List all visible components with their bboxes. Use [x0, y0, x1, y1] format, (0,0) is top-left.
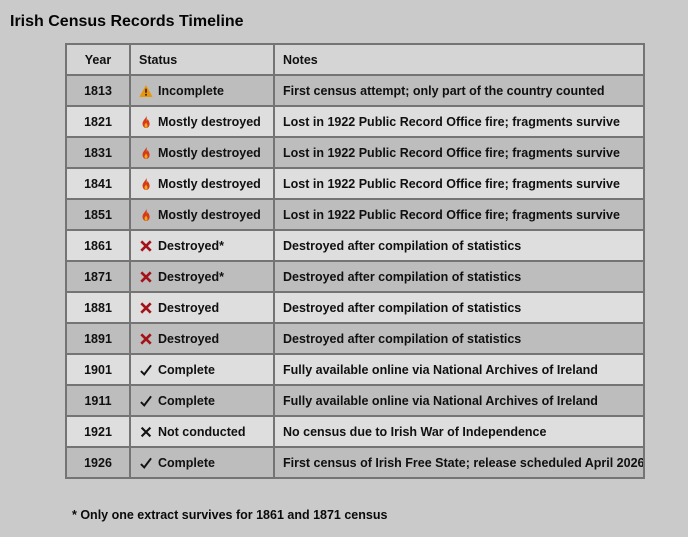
year-cell: 1901: [65, 353, 131, 386]
year-cell: 1821: [65, 105, 131, 138]
year-cell: 1861: [65, 229, 131, 262]
notes-cell: Fully available online via National Arch…: [273, 353, 645, 386]
year-cell: 1831: [65, 136, 131, 169]
fire-icon: [139, 115, 153, 129]
table-row: 1861 Destroyed* Destroyed after compilat…: [65, 229, 645, 262]
status-cell: Incomplete: [129, 74, 275, 107]
status-cell: Mostly destroyed: [129, 105, 275, 138]
census-table: Year Status Notes 1813 Incomplete First …: [65, 43, 645, 479]
table-row: 1871 Destroyed* Destroyed after compilat…: [65, 260, 645, 293]
year-cell: 1921: [65, 415, 131, 448]
notes-cell: Destroyed after compilation of statistic…: [273, 229, 645, 262]
status-label: Mostly destroyed: [158, 114, 261, 129]
status-cell: Mostly destroyed: [129, 198, 275, 231]
table-row: 1813 Incomplete First census attempt; on…: [65, 74, 645, 107]
notes-cell: Lost in 1922 Public Record Office fire; …: [273, 105, 645, 138]
status-label: Destroyed*: [158, 269, 224, 284]
x-red-icon: [139, 301, 153, 315]
table-row: 1841 Mostly destroyed Lost in 1922 Publi…: [65, 167, 645, 200]
table-row: 1911 Complete Fully available online via…: [65, 384, 645, 417]
column-header-status: Status: [129, 43, 275, 76]
fire-icon: [139, 208, 153, 222]
notes-cell: First census of Irish Free State; releas…: [273, 446, 645, 479]
status-label: Mostly destroyed: [158, 176, 261, 191]
table-row: 1901 Complete Fully available online via…: [65, 353, 645, 386]
column-header-year: Year: [65, 43, 131, 76]
year-cell: 1911: [65, 384, 131, 417]
header-row: Year Status Notes: [65, 43, 645, 76]
notes-cell: Lost in 1922 Public Record Office fire; …: [273, 167, 645, 200]
status-cell: Mostly destroyed: [129, 136, 275, 169]
check-icon: [139, 394, 153, 408]
notes-cell: Destroyed after compilation of statistic…: [273, 291, 645, 324]
status-cell: Destroyed: [129, 291, 275, 324]
table-row: 1921 Not conducted No census due to Iris…: [65, 415, 645, 448]
status-label: Not conducted: [158, 424, 246, 439]
status-label: Complete: [158, 393, 215, 408]
x-red-icon: [139, 270, 153, 284]
year-cell: 1841: [65, 167, 131, 200]
year-cell: 1813: [65, 74, 131, 107]
status-label: Mostly destroyed: [158, 207, 261, 222]
x-red-icon: [139, 239, 153, 253]
notes-cell: Lost in 1922 Public Record Office fire; …: [273, 198, 645, 231]
notes-cell: No census due to Irish War of Independen…: [273, 415, 645, 448]
warning-icon: [139, 84, 153, 98]
status-cell: Not conducted: [129, 415, 275, 448]
table-row: 1881 Destroyed Destroyed after compilati…: [65, 291, 645, 324]
year-cell: 1881: [65, 291, 131, 324]
status-cell: Destroyed*: [129, 229, 275, 262]
status-cell: Complete: [129, 384, 275, 417]
status-cell: Destroyed*: [129, 260, 275, 293]
status-cell: Complete: [129, 353, 275, 386]
status-cell: Complete: [129, 446, 275, 479]
table-row: 1821 Mostly destroyed Lost in 1922 Publi…: [65, 105, 645, 138]
status-label: Destroyed: [158, 331, 220, 346]
column-header-notes: Notes: [273, 43, 645, 76]
notes-cell: Fully available online via National Arch…: [273, 384, 645, 417]
status-label: Mostly destroyed: [158, 145, 261, 160]
fire-icon: [139, 146, 153, 160]
notes-cell: Destroyed after compilation of statistic…: [273, 260, 645, 293]
census-table-wrap: Year Status Notes 1813 Incomplete First …: [65, 43, 645, 479]
status-cell: Mostly destroyed: [129, 167, 275, 200]
notes-cell: Destroyed after compilation of statistic…: [273, 322, 645, 355]
year-cell: 1891: [65, 322, 131, 355]
status-cell: Destroyed: [129, 322, 275, 355]
status-label: Incomplete: [158, 83, 224, 98]
page-title: Irish Census Records Timeline: [10, 13, 244, 30]
footnote: * Only one extract survives for 1861 and…: [72, 508, 388, 522]
status-label: Destroyed: [158, 300, 220, 315]
fire-icon: [139, 177, 153, 191]
check-icon: [139, 456, 153, 470]
table-row: 1926 Complete First census of Irish Free…: [65, 446, 645, 479]
check-icon: [139, 363, 153, 377]
table-row: 1891 Destroyed Destroyed after compilati…: [65, 322, 645, 355]
notes-cell: First census attempt; only part of the c…: [273, 74, 645, 107]
year-cell: 1871: [65, 260, 131, 293]
notes-cell: Lost in 1922 Public Record Office fire; …: [273, 136, 645, 169]
status-label: Complete: [158, 455, 215, 470]
table-row: 1831 Mostly destroyed Lost in 1922 Publi…: [65, 136, 645, 169]
status-label: Destroyed*: [158, 238, 224, 253]
year-cell: 1926: [65, 446, 131, 479]
status-label: Complete: [158, 362, 215, 377]
x-red-icon: [139, 332, 153, 346]
year-cell: 1851: [65, 198, 131, 231]
table-row: 1851 Mostly destroyed Lost in 1922 Publi…: [65, 198, 645, 231]
x-black-icon: [139, 425, 153, 439]
